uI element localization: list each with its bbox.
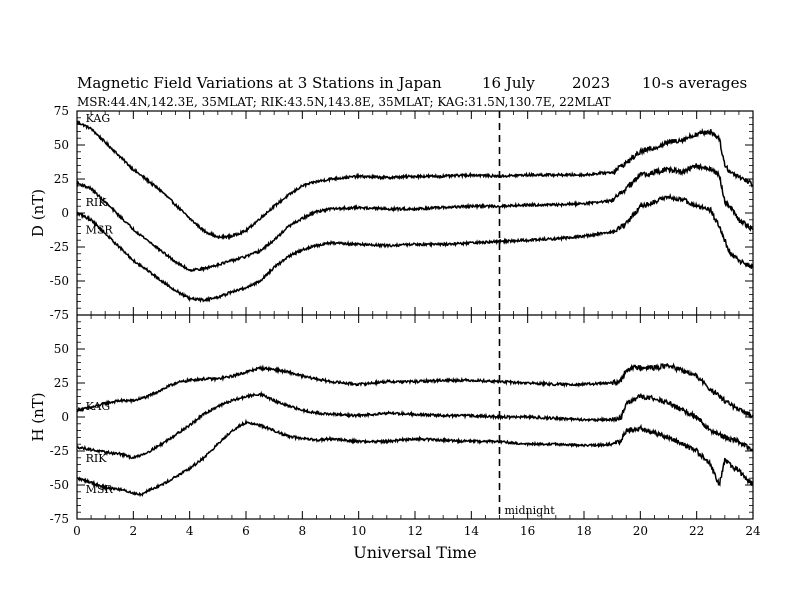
h-panel-ylabel: H (nT) bbox=[29, 392, 47, 441]
y-tick-label: -25 bbox=[50, 444, 69, 458]
series-line-h-msr bbox=[76, 418, 754, 498]
x-tick-label: 14 bbox=[464, 524, 480, 538]
y-tick-label: -50 bbox=[50, 274, 69, 288]
chart-averaging: 10-s averages bbox=[642, 74, 747, 92]
station-label-kag: KAG bbox=[86, 112, 111, 125]
station-label-rik: RIK bbox=[86, 196, 108, 209]
station-label-rik: RIK bbox=[86, 452, 108, 465]
chart-title: Magnetic Field Variations at 3 Stations … bbox=[77, 74, 442, 92]
series-line-d-kag bbox=[76, 119, 753, 241]
y-tick-label: -75 bbox=[50, 512, 69, 526]
x-tick-label: 10 bbox=[351, 524, 366, 538]
stations-info: MSR:44.4N,142.3E, 35MLAT; RIK:43.5N,143.… bbox=[77, 95, 611, 109]
y-tick-label: -75 bbox=[50, 308, 69, 322]
station-label-msr: MSR bbox=[86, 223, 114, 236]
y-tick-label: -50 bbox=[50, 478, 69, 492]
x-tick-label: 16 bbox=[520, 524, 535, 538]
series-line-h-rik bbox=[76, 390, 754, 461]
y-tick-label: 25 bbox=[54, 172, 69, 186]
station-label-msr: MSR bbox=[86, 483, 114, 496]
series-line-d-rik bbox=[76, 162, 754, 273]
x-tick-label: 2 bbox=[130, 524, 138, 538]
x-axis-label: Universal Time bbox=[353, 543, 476, 562]
series-line-h-kag bbox=[76, 362, 754, 420]
d-panel-ylabel: D (nT) bbox=[29, 189, 47, 237]
midnight-label: midnight bbox=[505, 504, 556, 517]
y-tick-label: 75 bbox=[54, 104, 69, 118]
x-tick-label: 22 bbox=[689, 524, 704, 538]
chart-date: 16 July bbox=[482, 74, 535, 92]
y-tick-label: 0 bbox=[61, 206, 69, 220]
x-tick-label: 12 bbox=[407, 524, 422, 538]
y-tick-label: 25 bbox=[54, 376, 69, 390]
x-tick-label: 8 bbox=[299, 524, 307, 538]
y-tick-label: 50 bbox=[54, 342, 69, 356]
x-tick-label: 20 bbox=[633, 524, 648, 538]
y-tick-label: 0 bbox=[61, 410, 69, 424]
series-line-d-msr bbox=[76, 192, 754, 303]
chart-year: 2023 bbox=[572, 74, 610, 92]
station-label-kag: KAG bbox=[86, 400, 111, 413]
y-tick-label: -25 bbox=[50, 240, 69, 254]
x-tick-label: 4 bbox=[186, 524, 194, 538]
y-tick-label: 50 bbox=[54, 138, 69, 152]
x-tick-label: 18 bbox=[576, 524, 591, 538]
x-tick-label: 0 bbox=[73, 524, 81, 538]
x-tick-label: 24 bbox=[745, 524, 761, 538]
x-tick-label: 6 bbox=[242, 524, 250, 538]
